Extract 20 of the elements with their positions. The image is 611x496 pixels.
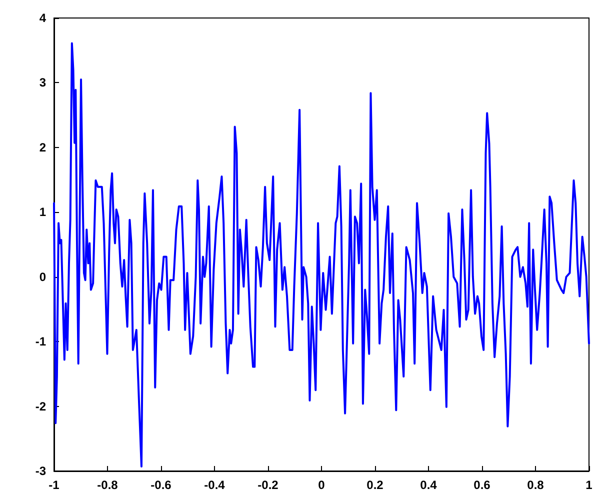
x-tick-label: 0.2 [366, 478, 384, 492]
x-tick-label: -0.4 [204, 478, 226, 492]
x-tick-label: 0.6 [474, 478, 491, 492]
line-series [53, 42, 590, 468]
y-tick-label: 2 [39, 140, 46, 154]
y-tick-label: 4 [39, 11, 46, 25]
y-tick-label: -2 [35, 399, 46, 414]
y-tick-label: -1 [35, 334, 46, 349]
x-tick-label: -1 [48, 478, 60, 492]
y-tick-label: -3 [35, 464, 46, 478]
x-tick-label: -0.2 [258, 478, 279, 492]
x-tick-label: -0.8 [97, 478, 118, 492]
y-tick-label: 3 [39, 76, 46, 90]
x-tick-label: 0 [318, 478, 326, 492]
x-tick-label: 0.8 [527, 478, 544, 492]
y-tick-label: 1 [39, 205, 46, 220]
x-tick-label: 0.4 [420, 478, 438, 492]
x-tick-label: -0.6 [150, 478, 172, 492]
y-tick-label: 0 [39, 270, 46, 284]
x-tick-label: 1 [586, 478, 593, 492]
